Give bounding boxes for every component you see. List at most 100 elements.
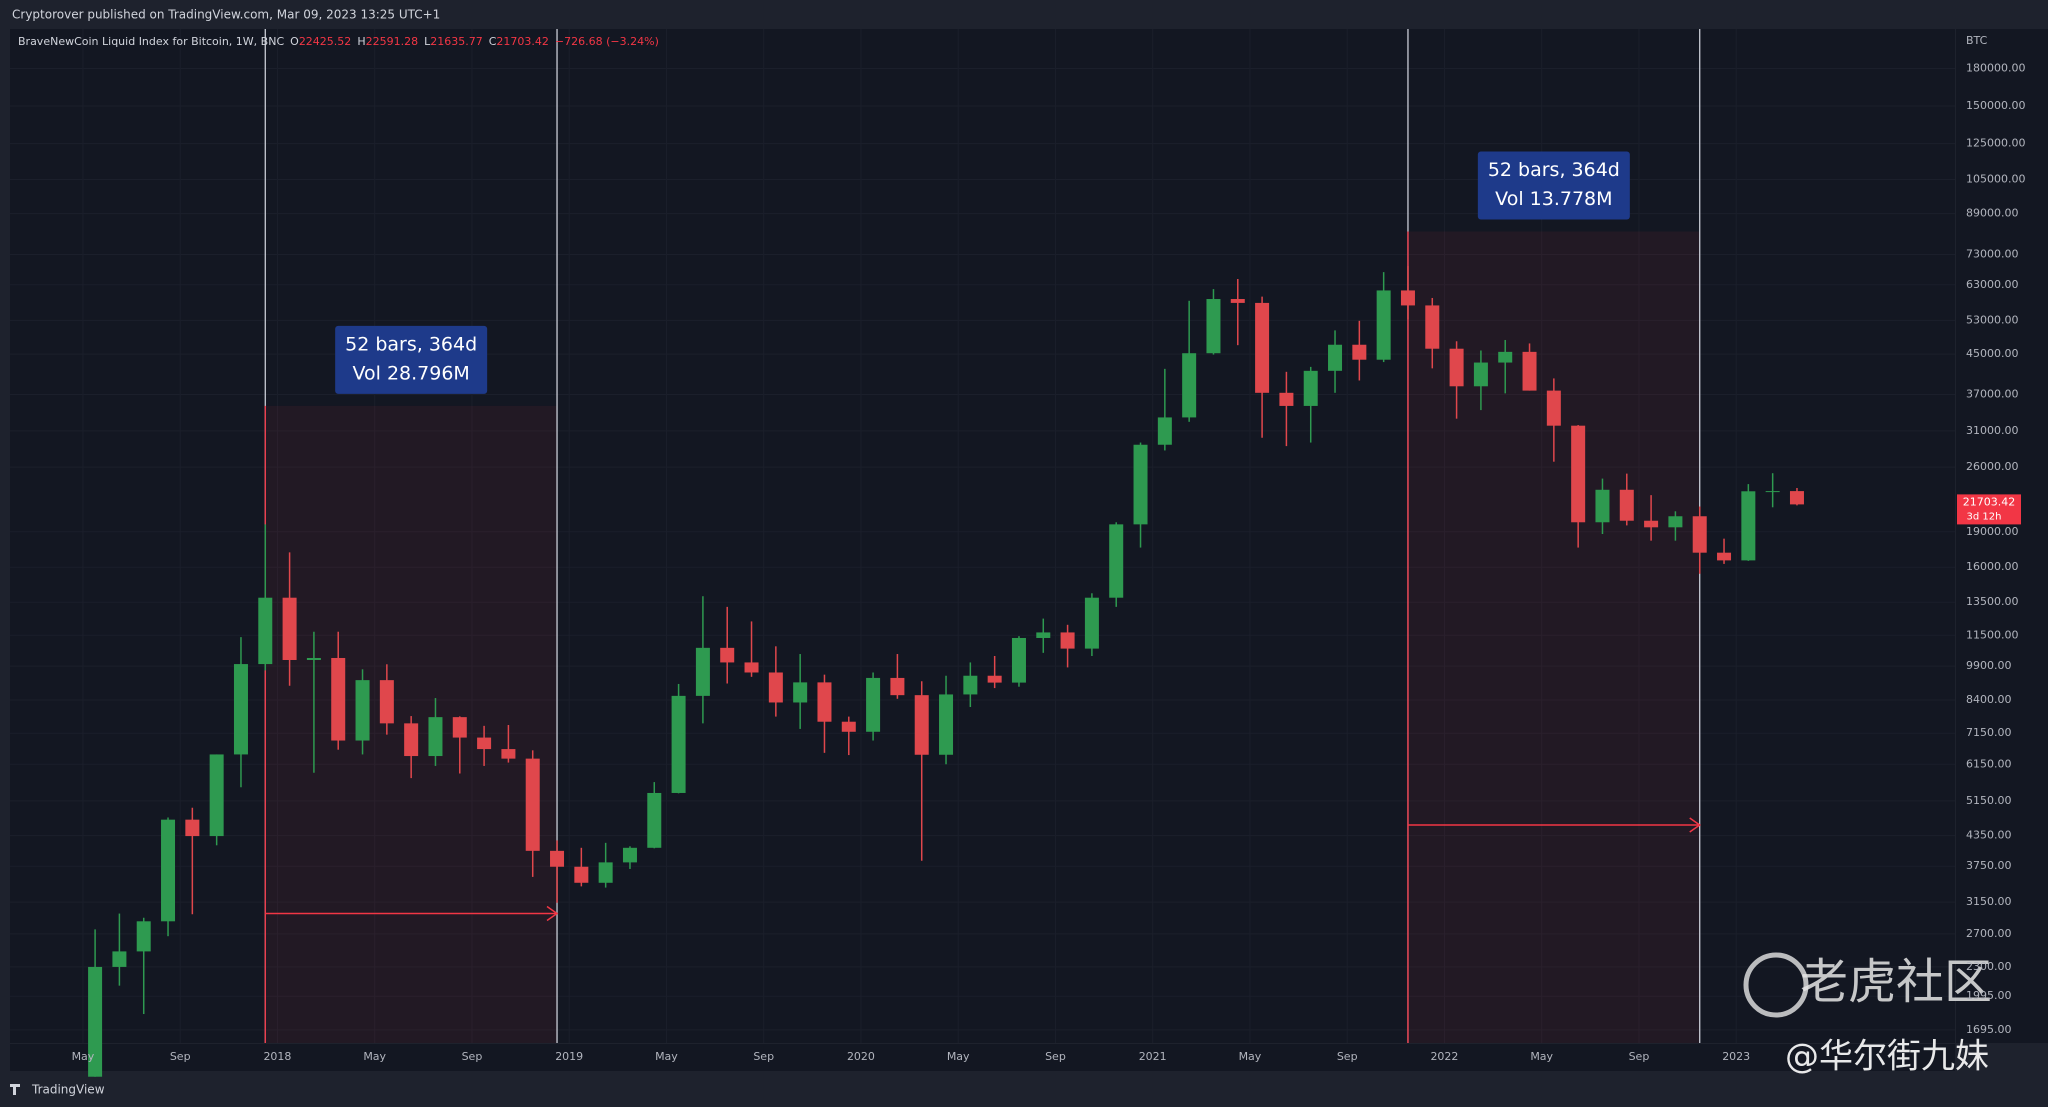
legend: BraveNewCoin Liquid Index for Bitcoin, 1… [18, 35, 659, 48]
candle-body [1425, 305, 1440, 349]
candle-body [720, 647, 735, 663]
candle-body [1036, 632, 1051, 638]
y-tick-label: 11500.00 [1966, 628, 2019, 641]
price-marker-countdown: 3d 12h [1967, 511, 2002, 522]
x-tick-label: 2022 [1430, 1050, 1458, 1063]
x-tick-label: Sep [1045, 1050, 1066, 1063]
brand: TradingView [31, 1083, 105, 1097]
x-tick-label: May [947, 1050, 970, 1063]
y-tick-label: 19000.00 [1966, 525, 2019, 538]
candle-body [1644, 520, 1659, 528]
arrow-head [546, 905, 559, 922]
x-tick-label: 2021 [1139, 1050, 1167, 1063]
candle-body [233, 664, 248, 755]
candle-body [647, 792, 662, 848]
x-tick-label: May [655, 1050, 678, 1063]
candle-body [695, 647, 710, 696]
candle-body [1328, 344, 1343, 371]
watermark-handle: @华尔街九妹 [1785, 1037, 1989, 1077]
candle-body [987, 675, 1002, 683]
y-tick-label: 4350.00 [1966, 829, 2012, 842]
ohlc-key: H [357, 35, 365, 48]
candle-body [477, 737, 492, 750]
y-tick-label: 16000.00 [1966, 560, 2019, 573]
candle-body [185, 819, 200, 837]
candle-body [1400, 290, 1415, 306]
x-tick-label: 2023 [1722, 1050, 1750, 1063]
x-tick-label: 2020 [847, 1050, 875, 1063]
x-tick-label: Sep [170, 1050, 191, 1063]
candle-body [744, 662, 759, 673]
candle-body [793, 682, 808, 703]
candle-body [258, 597, 273, 665]
x-tick-label: May [363, 1050, 386, 1063]
series-title: BraveNewCoin Liquid Index for Bitcoin, 1… [18, 35, 284, 48]
candle-body [1789, 491, 1804, 505]
candle-body [1765, 491, 1780, 493]
x-tick-label: 2019 [555, 1050, 583, 1063]
y-tick-label: 63000.00 [1966, 278, 2019, 291]
candle-body [550, 850, 565, 867]
change: −726.68 (−3.24%) [555, 35, 659, 48]
measure-bars: 52 bars, 364d [1488, 159, 1620, 181]
y-tick-label: 8400.00 [1966, 693, 2012, 706]
candle-body [1255, 302, 1270, 393]
plot [10, 29, 1955, 1077]
ohlc-value: 21635.77 [430, 35, 483, 48]
y-tick-label: 5150.00 [1966, 794, 2012, 807]
measure-label-box [1477, 151, 1630, 220]
x-tick-label: May [1530, 1050, 1553, 1063]
candle-body [1571, 425, 1586, 523]
candle-body [866, 677, 881, 732]
price-axis [1956, 29, 2048, 1043]
y-tick-label: 7150.00 [1966, 726, 2012, 739]
y-tick-label: 45000.00 [1966, 347, 2019, 360]
y-tick-label: 53000.00 [1966, 313, 2019, 326]
candle-body [1352, 344, 1367, 360]
candle-body [1279, 392, 1294, 406]
candle-body [112, 951, 127, 967]
candle-body [1084, 597, 1099, 649]
candle-body [1546, 390, 1561, 426]
x-tick-label: May [72, 1050, 95, 1063]
candle-body [161, 819, 176, 922]
candle-body [1109, 524, 1124, 598]
candle-body [1011, 637, 1026, 683]
y-tick-label: 31000.00 [1966, 424, 2019, 437]
candle-body [1741, 491, 1756, 561]
ohlc-value: 22425.52 [299, 35, 352, 48]
candle-body [282, 597, 297, 660]
candle-body [525, 758, 540, 851]
candle-body [209, 754, 224, 837]
brand-logo [10, 1084, 20, 1095]
y-tick-label: 3150.00 [1966, 895, 2012, 908]
watermark: 老虎社区 [1800, 954, 1992, 1010]
y-tick-label: 180000.00 [1966, 61, 2026, 74]
x-tick-label: 2018 [263, 1050, 291, 1063]
candle-body [1376, 290, 1391, 360]
y-tick-label: 2700.00 [1966, 927, 2012, 940]
candle-body [1498, 351, 1513, 363]
measure-volume: Vol 28.796M [352, 362, 469, 384]
ohlc-key: O [290, 35, 299, 48]
y-tick-label: 2300.00 [1966, 960, 2012, 973]
candle-body [1303, 370, 1318, 406]
candle-body [1473, 362, 1488, 387]
candle-body [768, 672, 783, 703]
candle-body [1157, 417, 1172, 445]
candle-body [817, 682, 832, 722]
time-axis [10, 1044, 1955, 1071]
plot-area [10, 29, 1955, 1043]
candle-body [1595, 489, 1610, 523]
y-tick-label: 9900.00 [1966, 659, 2012, 672]
candle-body [1206, 299, 1221, 354]
candle-body [1133, 444, 1148, 525]
candle-body [914, 695, 929, 755]
publisher: Cryptorover published on TradingView.com… [12, 8, 440, 22]
candle-body [841, 721, 856, 732]
ohlc-key: C [489, 35, 497, 48]
candle-body [963, 675, 978, 695]
y-tick-label: 13500.00 [1966, 595, 2019, 608]
candle-body [331, 657, 346, 741]
